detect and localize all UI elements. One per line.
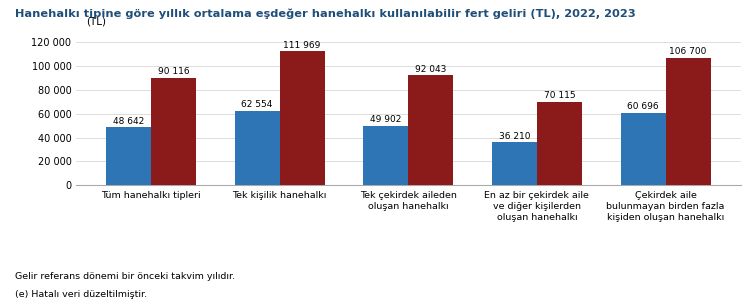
Bar: [234, 111, 280, 185]
Text: 90 116: 90 116: [157, 67, 189, 76]
Text: Hanehalkı tipine göre yıllık ortalama eşdeğer hanehalkı kullanılabilir fert geli: Hanehalkı tipine göre yıllık ortalama eş…: [15, 9, 636, 19]
Text: 106 700: 106 700: [669, 47, 707, 56]
Text: 60 696: 60 696: [627, 102, 659, 111]
Bar: [621, 113, 665, 185]
Bar: [665, 58, 711, 185]
Bar: [492, 142, 537, 185]
Text: 92 043: 92 043: [415, 65, 447, 74]
Text: (e) Hatalı veri düzeltilmiştir.: (e) Hatalı veri düzeltilmiştir.: [15, 290, 147, 299]
Text: 70 115: 70 115: [544, 91, 575, 100]
Bar: [280, 51, 324, 185]
Text: 62 554: 62 554: [241, 100, 273, 109]
Text: Gelir referans dönemi bir önceki takvim yılıdır.: Gelir referans dönemi bir önceki takvim …: [15, 272, 235, 281]
Bar: [537, 102, 582, 185]
Bar: [151, 78, 196, 185]
Text: 36 210: 36 210: [499, 132, 530, 141]
Bar: [408, 75, 454, 185]
Text: 49 902: 49 902: [370, 115, 401, 124]
Text: (TL): (TL): [86, 16, 107, 26]
Bar: [106, 127, 151, 185]
Text: 48 642: 48 642: [113, 117, 144, 126]
Text: 111 969: 111 969: [284, 41, 321, 50]
Bar: [363, 126, 408, 185]
